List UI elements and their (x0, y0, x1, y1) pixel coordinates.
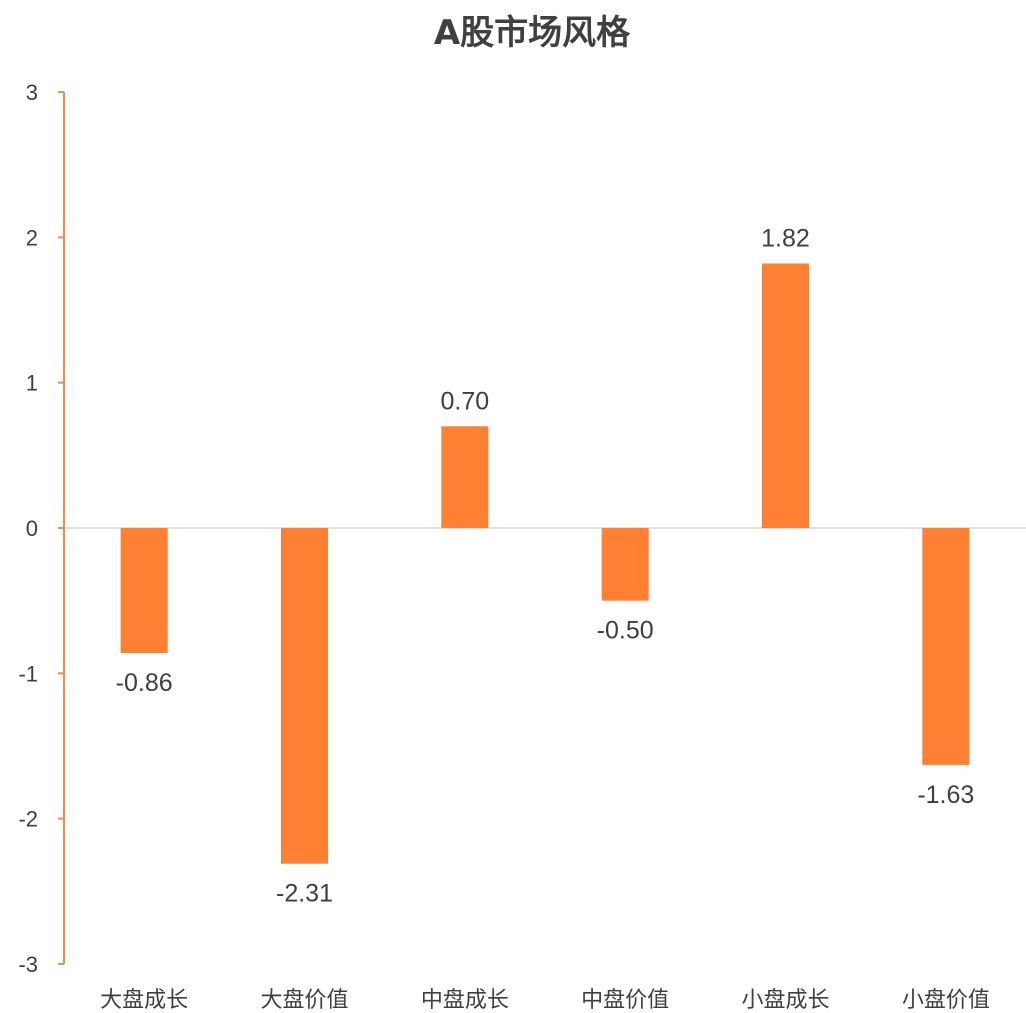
x-axis-labels: 大盘成长 大盘价值 中盘成长 中盘价值 小盘成长 小盘价值 (100, 988, 990, 1013)
y-tick-label: -2 (18, 807, 38, 832)
y-tick-label: -3 (18, 952, 38, 977)
y-tick-label: 0 (26, 516, 38, 541)
y-tick-label: 2 (26, 225, 38, 250)
bar-3 (441, 426, 489, 528)
data-label-2: -2.31 (276, 880, 333, 908)
bar-4 (601, 528, 649, 601)
y-tick-label: -1 (18, 661, 38, 686)
data-label-6: -1.63 (917, 781, 974, 809)
category-label-5: 小盘成长 (741, 988, 829, 1013)
data-labels: -0.86 -2.31 0.70 -0.50 1.82 -1.63 (116, 224, 975, 907)
bar-6 (922, 528, 970, 765)
y-tick-label: 1 (26, 371, 38, 396)
bar-2 (281, 528, 328, 864)
data-label-1: -0.86 (116, 669, 173, 697)
data-label-5: 1.82 (761, 224, 810, 252)
data-label-3: 0.70 (440, 387, 489, 415)
category-label-2: 大盘价值 (260, 988, 348, 1013)
category-label-4: 中盘价值 (581, 988, 669, 1013)
y-tick-label: 3 (26, 80, 38, 105)
category-label-1: 大盘成长 (100, 988, 188, 1013)
category-label-6: 小盘价值 (902, 988, 990, 1013)
y-axis: 3 2 1 0 -1 -2 -3 (18, 80, 1026, 977)
chart-title: A股市场风格 (434, 13, 631, 53)
data-label-4: -0.50 (597, 617, 654, 645)
bar-1 (120, 528, 168, 653)
bars (120, 263, 970, 864)
bar-5 (762, 263, 809, 528)
category-label-3: 中盘成长 (421, 988, 509, 1013)
